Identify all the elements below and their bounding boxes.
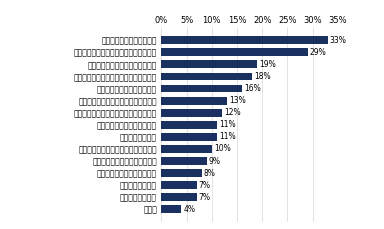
Bar (161, 205, 182, 213)
Text: 11%: 11% (219, 120, 235, 129)
Text: 8%: 8% (204, 169, 215, 178)
Text: 11%: 11% (219, 132, 235, 141)
Bar (161, 48, 308, 56)
Text: 4%: 4% (184, 205, 195, 214)
Bar (161, 60, 257, 68)
Text: 19%: 19% (259, 60, 276, 69)
Text: 10%: 10% (214, 144, 230, 153)
Text: 16%: 16% (244, 84, 261, 93)
Bar (161, 85, 242, 93)
Bar (161, 73, 252, 80)
Text: 12%: 12% (224, 108, 240, 117)
Text: 33%: 33% (330, 36, 347, 45)
Bar (161, 193, 197, 201)
Bar (161, 133, 217, 141)
Text: 7%: 7% (199, 193, 211, 202)
Text: 9%: 9% (209, 157, 221, 166)
Bar (161, 121, 217, 129)
Bar (161, 169, 202, 177)
Bar (161, 145, 212, 153)
Bar (161, 97, 227, 105)
Text: 29%: 29% (310, 48, 326, 57)
Bar (161, 109, 222, 117)
Text: 13%: 13% (229, 96, 246, 105)
Bar (161, 181, 197, 189)
Text: 7%: 7% (199, 181, 211, 190)
Bar (161, 36, 328, 44)
Bar (161, 157, 207, 165)
Text: 18%: 18% (254, 72, 271, 81)
